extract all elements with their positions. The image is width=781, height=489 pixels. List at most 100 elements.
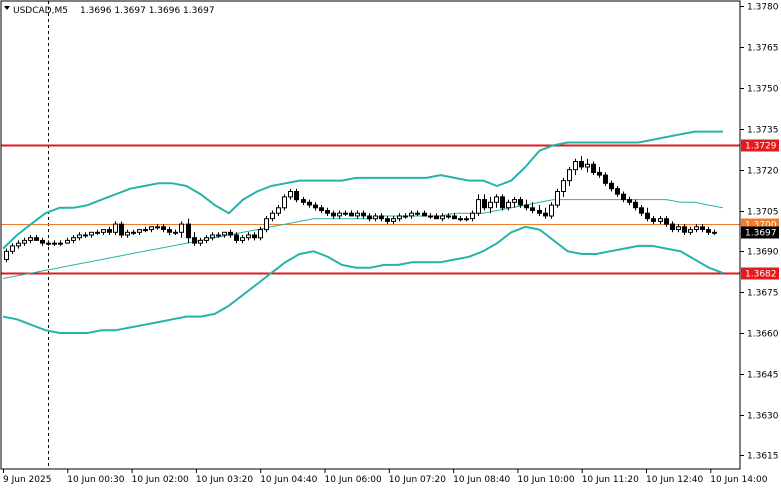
candle-body-up <box>658 218 663 222</box>
current-price-label: 1.3697 <box>745 229 777 239</box>
candle <box>688 226 693 235</box>
candle <box>476 194 481 216</box>
candle <box>700 224 705 233</box>
candle <box>167 226 172 235</box>
candle-body-up <box>506 201 511 209</box>
candle-body-up <box>476 199 481 214</box>
candle-body-up <box>28 237 33 241</box>
candle <box>664 216 669 227</box>
candle <box>549 202 554 219</box>
candle <box>403 213 408 219</box>
candle-body-up <box>101 229 106 233</box>
plot-frame <box>0 0 741 470</box>
candle-body-down <box>645 212 650 220</box>
candle-body-up <box>65 239 70 244</box>
candle-body-down <box>301 199 306 203</box>
candle-body-up <box>712 231 717 234</box>
candle-body-up <box>137 229 142 233</box>
candle <box>216 232 221 238</box>
candle <box>34 235 39 241</box>
candle-body-down <box>530 207 535 212</box>
candle-body-up <box>155 226 160 229</box>
candle-body-up <box>46 242 51 245</box>
y-tick-label: 1.3645 <box>747 371 779 381</box>
x-tick-label: 10 Jun 12:40 <box>646 475 703 485</box>
candle-body-up <box>246 234 251 239</box>
candle-body-up <box>415 212 420 215</box>
candle <box>258 226 263 241</box>
candle-body-down <box>700 226 705 231</box>
candle <box>137 229 142 235</box>
candle <box>543 207 548 219</box>
x-tick-label: 10 Jun 02:00 <box>132 475 189 485</box>
candle-body-down <box>192 237 197 244</box>
candle <box>670 221 675 233</box>
level-tag <box>741 139 779 152</box>
candle <box>409 210 414 219</box>
candle-body-up <box>337 212 342 217</box>
candle <box>240 235 245 244</box>
candle-body-down <box>361 212 366 217</box>
candle-body-up <box>409 212 414 217</box>
candle-body-down <box>107 229 112 233</box>
x-tick-label: 10 Jun 00:30 <box>67 475 124 485</box>
level-tag <box>741 267 779 280</box>
candle-body-down <box>40 239 45 244</box>
candle-body-down <box>307 201 312 206</box>
y-tick-label: 1.3660 <box>747 330 779 340</box>
candle <box>494 194 499 208</box>
candle <box>537 205 542 216</box>
candle-body-down <box>325 210 330 214</box>
candle-body-down <box>482 199 487 209</box>
candle <box>131 229 136 235</box>
candle-body-down <box>319 207 324 212</box>
candle <box>470 210 475 222</box>
candle <box>512 196 517 208</box>
candle-body-down <box>161 226 166 231</box>
candle-body-down <box>609 182 614 190</box>
candle <box>264 216 269 233</box>
candle <box>119 221 124 238</box>
candle <box>597 167 602 178</box>
candle <box>694 224 699 233</box>
candle-body-up <box>198 239 203 244</box>
candle-body-up <box>210 234 215 239</box>
candle <box>458 216 463 222</box>
x-tick-label: 10 Jun 04:40 <box>260 475 317 485</box>
candle-body-down <box>627 199 632 203</box>
x-tick-label: 9 Jun 2025 <box>3 475 51 485</box>
candle-body-up <box>125 231 130 236</box>
candle-body-down <box>34 237 39 241</box>
candle <box>58 240 63 246</box>
candle-body-down <box>500 196 505 209</box>
candle <box>379 213 384 222</box>
y-tick-label: 1.3780 <box>747 3 779 13</box>
candle-body-down <box>615 188 620 195</box>
y-tick-label: 1.3735 <box>747 126 779 136</box>
y-tick-label: 1.3720 <box>747 167 779 177</box>
candle-body-up <box>77 234 82 239</box>
candle <box>385 216 390 225</box>
candle-body-up <box>288 191 293 198</box>
level-tag-label: 1.3682 <box>745 270 777 280</box>
level-lines <box>1 144 740 275</box>
candle-body-down <box>670 223 675 231</box>
candle <box>567 167 572 186</box>
candle-body-up <box>446 215 451 218</box>
dropdown-triangle-icon[interactable] <box>4 6 10 10</box>
candle-body-up <box>179 223 184 233</box>
candle-body-up <box>143 229 148 232</box>
candle <box>22 237 27 246</box>
candle <box>40 237 45 246</box>
candle-body-up <box>113 223 118 233</box>
candle <box>361 210 366 219</box>
candle-body-down <box>682 226 687 233</box>
candle-body-up <box>573 161 578 171</box>
candle-body-down <box>228 231 233 236</box>
candle-body-down <box>603 174 608 184</box>
candle-body-down <box>379 215 384 220</box>
candle-body-down <box>621 193 626 201</box>
candle-body-up <box>373 215 378 220</box>
candle <box>143 226 148 233</box>
